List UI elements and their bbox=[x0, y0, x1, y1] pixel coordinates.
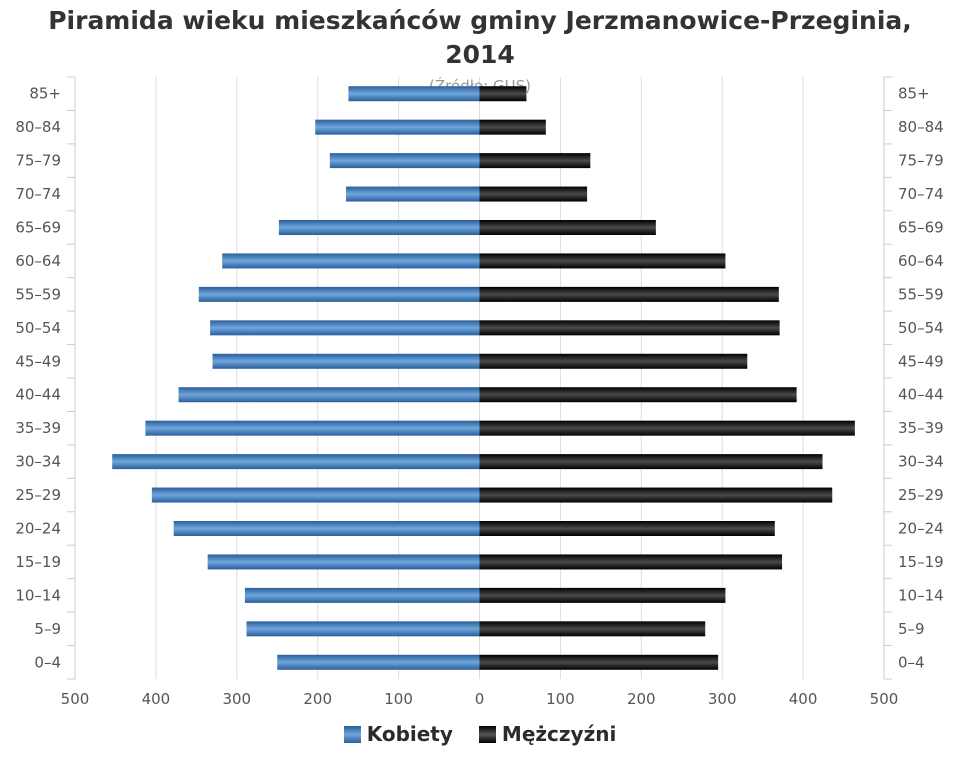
category-label-left: 25–29 bbox=[15, 486, 61, 504]
bar-female[interactable] bbox=[222, 253, 480, 269]
bar-male[interactable] bbox=[479, 587, 726, 603]
bar-male[interactable] bbox=[479, 220, 656, 235]
x-tick-label: 400 bbox=[142, 690, 171, 708]
bar-male[interactable] bbox=[479, 621, 706, 637]
bar-female[interactable] bbox=[178, 387, 480, 403]
category-label-right: 45–49 bbox=[898, 352, 944, 370]
legend-item-male[interactable]: Mężczyźni bbox=[478, 722, 617, 746]
population-pyramid-chart: (Źródło: GUS) 500 400 300 200 100 0 100 200 300 4… bbox=[15, 76, 943, 708]
category-label-right: 85+ bbox=[898, 85, 930, 103]
category-label-left: 70–74 bbox=[15, 185, 61, 203]
labels-layer: 500 400 300 200 100 0 100 200 300 400 500 85+ 85+ 80–… bbox=[15, 85, 943, 708]
chart-title-line-2: 2014 bbox=[445, 40, 515, 69]
category-label-left: 65–69 bbox=[15, 219, 61, 237]
category-label-right: 30–34 bbox=[898, 453, 944, 471]
bar-male[interactable] bbox=[479, 253, 726, 269]
category-label-left: 85+ bbox=[29, 85, 61, 103]
x-tick-label: 100 bbox=[384, 690, 413, 708]
chart-title: Piramida wieku mieszkańców gminy Jerzman… bbox=[0, 4, 960, 72]
category-label-left: 75–79 bbox=[15, 152, 61, 170]
grid-layer bbox=[67, 76, 892, 680]
category-label-right: 60–64 bbox=[898, 252, 944, 270]
category-label-left: 45–49 bbox=[15, 352, 61, 370]
category-label-right: 25–29 bbox=[898, 486, 944, 504]
category-label-left: 20–24 bbox=[15, 520, 61, 538]
bar-female[interactable] bbox=[207, 554, 480, 570]
legend-swatch-male bbox=[478, 725, 496, 743]
bar-male[interactable] bbox=[479, 153, 591, 169]
bar-male[interactable] bbox=[479, 487, 833, 503]
category-label-left: 55–59 bbox=[15, 285, 61, 303]
bar-female[interactable] bbox=[112, 454, 480, 470]
category-label-right: 40–44 bbox=[898, 386, 944, 404]
x-tick-label: 0 bbox=[475, 690, 485, 708]
bar-female[interactable] bbox=[244, 587, 480, 603]
x-tick-label: 500 bbox=[870, 690, 899, 708]
bar-male[interactable] bbox=[479, 654, 719, 670]
bar-female[interactable] bbox=[145, 420, 480, 436]
bar-female[interactable] bbox=[278, 220, 480, 235]
bar-female[interactable] bbox=[315, 119, 480, 135]
x-tick-label: 400 bbox=[789, 690, 818, 708]
bar-male[interactable] bbox=[479, 286, 779, 302]
x-tick-label: 300 bbox=[708, 690, 737, 708]
bar-female[interactable] bbox=[173, 521, 480, 536]
bar-female[interactable] bbox=[348, 86, 480, 102]
legend-item-female[interactable]: Kobiety bbox=[343, 722, 453, 746]
category-label-right: 0–4 bbox=[898, 653, 925, 671]
category-label-right: 5–9 bbox=[898, 620, 925, 638]
legend-label-female: Kobiety bbox=[366, 722, 453, 746]
bar-female[interactable] bbox=[210, 320, 480, 336]
chart-title-line-1: Piramida wieku mieszkańców gminy Jerzman… bbox=[48, 6, 912, 35]
legend-swatch-female bbox=[343, 725, 361, 743]
category-label-left: 30–34 bbox=[15, 453, 61, 471]
category-label-right: 55–59 bbox=[898, 285, 944, 303]
category-label-right: 10–14 bbox=[898, 586, 944, 604]
category-label-right: 75–79 bbox=[898, 152, 944, 170]
category-label-right: 65–69 bbox=[898, 219, 944, 237]
bar-male[interactable] bbox=[479, 521, 775, 536]
category-label-right: 35–39 bbox=[898, 419, 944, 437]
category-label-left: 15–19 bbox=[15, 553, 61, 571]
category-label-left: 5–9 bbox=[34, 620, 61, 638]
category-label-left: 0–4 bbox=[34, 653, 61, 671]
category-label-left: 35–39 bbox=[15, 419, 61, 437]
bar-male[interactable] bbox=[479, 454, 823, 470]
x-tick-label: 200 bbox=[303, 690, 332, 708]
category-label-right: 15–19 bbox=[898, 553, 944, 571]
bar-male[interactable] bbox=[479, 86, 527, 102]
bar-female[interactable] bbox=[277, 654, 480, 670]
bar-male[interactable] bbox=[479, 420, 855, 436]
bar-female[interactable] bbox=[246, 621, 480, 637]
bar-female[interactable] bbox=[198, 286, 480, 302]
category-label-right: 70–74 bbox=[898, 185, 944, 203]
category-label-left: 10–14 bbox=[15, 586, 61, 604]
legend-label-male: Mężczyźni bbox=[501, 722, 617, 746]
category-label-left: 40–44 bbox=[15, 386, 61, 404]
bar-female[interactable] bbox=[346, 186, 480, 202]
x-tick-label: 300 bbox=[222, 690, 251, 708]
bar-male[interactable] bbox=[479, 387, 797, 403]
legend: Kobiety Mężczyźni bbox=[0, 722, 960, 746]
category-label-left: 60–64 bbox=[15, 252, 61, 270]
bar-female[interactable] bbox=[329, 153, 480, 169]
bar-male[interactable] bbox=[479, 554, 783, 570]
bar-female[interactable] bbox=[212, 353, 480, 369]
category-label-right: 20–24 bbox=[898, 520, 944, 538]
category-label-left: 80–84 bbox=[15, 118, 61, 136]
x-tick-label: 200 bbox=[627, 690, 656, 708]
x-tick-label: 100 bbox=[546, 690, 575, 708]
bars-layer bbox=[112, 86, 855, 670]
bar-male[interactable] bbox=[479, 119, 546, 135]
category-label-right: 50–54 bbox=[898, 319, 944, 337]
category-label-left: 50–54 bbox=[15, 319, 61, 337]
bar-female[interactable] bbox=[151, 487, 480, 503]
bar-male[interactable] bbox=[479, 320, 780, 336]
category-label-right: 80–84 bbox=[898, 118, 944, 136]
bar-male[interactable] bbox=[479, 186, 588, 202]
bar-male[interactable] bbox=[479, 353, 748, 369]
x-tick-label: 500 bbox=[61, 690, 90, 708]
